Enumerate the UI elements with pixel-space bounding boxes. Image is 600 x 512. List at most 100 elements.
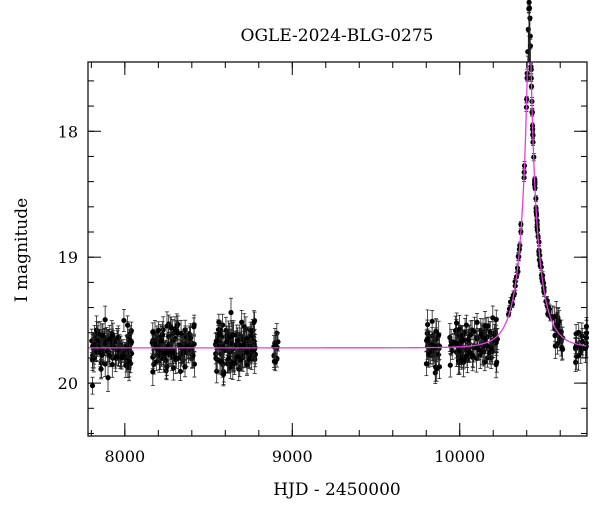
point-marker (175, 330, 181, 336)
point-marker (228, 364, 234, 370)
point-marker (576, 329, 582, 335)
point-marker (116, 346, 123, 352)
point-marker (560, 346, 566, 352)
point-marker (484, 343, 491, 349)
data-point (248, 321, 254, 340)
point-marker (247, 352, 253, 359)
point-marker (89, 383, 96, 389)
model-curve-layer (88, 61, 588, 349)
point-marker (170, 349, 176, 355)
point-marker (102, 317, 108, 323)
y-tick-label: 19 (58, 248, 78, 267)
data-point (474, 313, 480, 332)
point-marker (123, 362, 129, 368)
point-marker (467, 349, 473, 355)
point-marker (110, 333, 116, 339)
x-axis-label: HJD - 2450000 (273, 480, 401, 500)
point-marker (456, 358, 462, 364)
data-point (447, 352, 453, 378)
point-marker (214, 368, 220, 374)
data-point (234, 327, 241, 354)
point-marker (477, 352, 483, 358)
data-point (161, 343, 167, 364)
point-marker (476, 347, 482, 353)
data-point (95, 325, 101, 356)
point-marker (487, 329, 493, 335)
point-marker (168, 325, 174, 331)
data-point (105, 363, 111, 392)
point-marker (159, 338, 165, 344)
point-marker (469, 327, 475, 333)
data-point (109, 351, 115, 378)
point-marker (98, 360, 105, 366)
point-marker (447, 362, 453, 368)
point-marker (246, 356, 252, 362)
point-marker (244, 349, 250, 355)
point-marker (231, 360, 238, 367)
point-marker (161, 350, 167, 356)
point-marker (226, 355, 232, 361)
model-curve (88, 61, 588, 349)
point-marker (579, 333, 585, 339)
point-marker (465, 337, 471, 343)
point-marker (526, 0, 532, 5)
point-marker (488, 346, 494, 352)
data-point (218, 349, 224, 374)
point-marker (555, 323, 561, 329)
axis-ticks: 8000 9000 10000 18 19 20 (58, 62, 587, 466)
point-marker (234, 338, 241, 344)
data-point (237, 349, 244, 370)
point-marker (231, 332, 237, 338)
point-marker (272, 359, 278, 365)
x-tick-label: 9000 (272, 447, 313, 466)
point-marker (240, 342, 247, 348)
point-marker (552, 332, 558, 339)
data-point (100, 323, 106, 347)
point-marker (579, 339, 585, 345)
y-axis-label: I magnitude (12, 198, 32, 302)
point-marker (126, 358, 132, 364)
point-marker (124, 346, 130, 352)
data-point (231, 320, 237, 350)
point-marker (251, 319, 257, 326)
data-point (436, 320, 442, 350)
point-marker (176, 342, 182, 348)
data-point (231, 351, 238, 375)
data-point (459, 324, 466, 346)
point-marker (470, 353, 476, 359)
data-point (89, 376, 96, 395)
point-marker (181, 350, 187, 356)
point-marker (461, 357, 467, 363)
point-marker (105, 375, 111, 381)
point-marker (434, 366, 440, 372)
point-marker (551, 314, 557, 320)
point-marker (217, 331, 223, 337)
point-marker (159, 332, 166, 338)
point-marker (234, 353, 240, 360)
data-point (470, 343, 476, 369)
data-point (250, 340, 256, 360)
data-point (244, 340, 250, 363)
point-marker (486, 350, 492, 356)
point-marker (423, 337, 430, 344)
point-marker (150, 354, 156, 360)
point-marker (250, 347, 256, 353)
point-marker (468, 331, 474, 338)
data-point (168, 316, 174, 340)
data-point (175, 320, 181, 347)
point-marker (226, 334, 233, 340)
point-marker (228, 309, 234, 316)
point-marker (109, 361, 115, 368)
point-marker (248, 328, 254, 334)
data-point (127, 325, 133, 356)
y-tick-label: 18 (58, 122, 78, 141)
point-marker (153, 341, 159, 347)
point-marker (150, 369, 156, 375)
data-point (453, 312, 460, 334)
point-marker (214, 343, 220, 349)
point-marker (460, 337, 466, 343)
point-marker (224, 339, 230, 345)
point-marker (433, 336, 439, 342)
data-point (228, 297, 234, 328)
